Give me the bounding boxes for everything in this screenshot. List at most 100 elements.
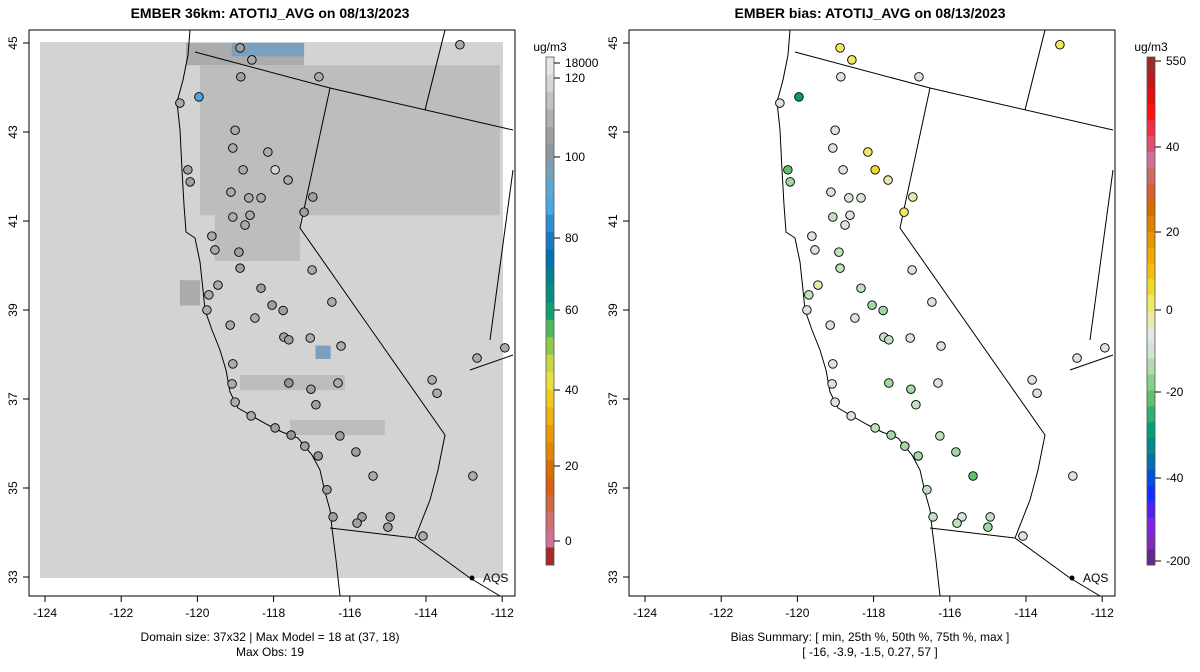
colorbar-swatch: [1147, 247, 1155, 264]
station-marker: [914, 72, 924, 82]
colorbar-swatch: [1147, 72, 1155, 90]
colorbar-tick-label: 20: [565, 459, 579, 473]
station-marker: [286, 430, 296, 440]
station-marker: [807, 231, 817, 241]
station-marker: [207, 231, 217, 241]
colorbar-swatch: [1147, 279, 1155, 296]
station-marker: [899, 207, 909, 217]
station-marker: [775, 98, 785, 108]
colorbar-swatch: [546, 197, 554, 216]
station-marker: [870, 423, 880, 433]
station-marker: [907, 265, 917, 275]
station-marker: [802, 305, 812, 315]
x-tick-label: -124: [33, 606, 57, 620]
state-border: [899, 87, 1046, 539]
station-marker: [783, 165, 793, 175]
station-marker: [256, 283, 266, 293]
station-marker: [228, 212, 238, 222]
station-marker: [936, 341, 946, 351]
y-tick-label: 45: [6, 36, 20, 50]
colorbar-swatch: [546, 74, 554, 93]
x-tick-label: -112: [1091, 606, 1114, 620]
station-marker: [228, 143, 238, 153]
station-marker: [884, 335, 894, 345]
colorbar-tick-label: 0: [1166, 303, 1173, 317]
station-marker: [351, 447, 361, 457]
state-border: [424, 29, 446, 111]
colorbar-swatch: [1147, 326, 1155, 344]
station-marker: [828, 212, 838, 222]
colorbar-swatch: [546, 372, 554, 391]
coastline: [176, 29, 341, 597]
station-marker: [500, 343, 510, 353]
state-border: [329, 527, 416, 539]
colorbar-swatch: [546, 354, 554, 373]
x-tick-label: -120: [785, 606, 809, 620]
colorbar-swatch: [1147, 501, 1155, 518]
y-tick-label: 37: [6, 392, 20, 406]
station-marker: [235, 43, 245, 53]
station-marker: [194, 92, 204, 102]
x-tick-label: -114: [1014, 606, 1037, 620]
station-marker: [230, 397, 240, 407]
station-marker: [284, 335, 294, 345]
station-marker: [785, 177, 795, 187]
station-marker: [908, 192, 918, 202]
colorbar-swatch: [1147, 136, 1155, 153]
station-marker: [845, 210, 855, 220]
y-tick-label: 45: [606, 36, 620, 50]
station-marker: [870, 165, 880, 175]
station-marker: [850, 313, 860, 323]
state-border: [794, 51, 1114, 131]
station-marker: [840, 220, 850, 230]
station-marker: [238, 165, 248, 175]
station-marker: [985, 512, 995, 522]
y-tick-label: 37: [606, 392, 620, 406]
station-marker: [968, 471, 978, 481]
station-marker: [368, 471, 378, 481]
colorbar-tick-label: 0: [565, 534, 572, 548]
y-tick-label: 43: [606, 125, 620, 139]
colorbar-swatch: [1147, 120, 1155, 137]
station-marker: [327, 297, 337, 307]
station-marker: [927, 297, 937, 307]
station-marker: [1100, 343, 1110, 353]
state-border: [1089, 169, 1114, 341]
x-tick-label: -116: [938, 606, 961, 620]
station-marker: [827, 379, 837, 389]
colorbar-swatch: [1147, 453, 1155, 471]
station-marker: [263, 147, 273, 157]
station-marker: [234, 247, 244, 257]
colorbar-swatch: [546, 284, 554, 303]
station-marker: [834, 247, 844, 257]
station-marker: [844, 193, 854, 203]
station-marker: [284, 378, 294, 388]
colorbar-tick-label: -40: [1166, 471, 1184, 485]
x-tick-label: -114: [414, 606, 437, 620]
station-marker: [863, 147, 873, 157]
station-marker: [830, 125, 840, 135]
colorbar-tick-label: 100: [565, 150, 585, 164]
station-marker: [835, 263, 845, 273]
y-tick-label: 35: [6, 481, 20, 495]
station-marker: [283, 175, 293, 185]
colorbar-unit-label: ug/m3: [533, 40, 567, 54]
station-marker: [230, 125, 240, 135]
station-marker: [305, 333, 315, 343]
colorbar-swatch: [546, 319, 554, 338]
x-tick-label: -122: [709, 606, 733, 620]
station-marker: [951, 447, 961, 457]
aqs-legend-label: AQS: [483, 571, 508, 585]
station-marker: [300, 441, 310, 451]
colorbar-swatch: [546, 424, 554, 443]
station-marker: [911, 400, 921, 410]
colorbar-swatch: [1147, 390, 1155, 407]
station-marker: [322, 485, 332, 495]
colorbar-swatch: [546, 179, 554, 198]
colorbar-swatch: [546, 337, 554, 356]
aqs-legend-label: AQS: [1083, 571, 1108, 585]
station-marker: [335, 431, 345, 441]
x-tick-label: -120: [185, 606, 209, 620]
station-marker: [225, 320, 235, 330]
model-grid-cell: [179, 280, 201, 306]
